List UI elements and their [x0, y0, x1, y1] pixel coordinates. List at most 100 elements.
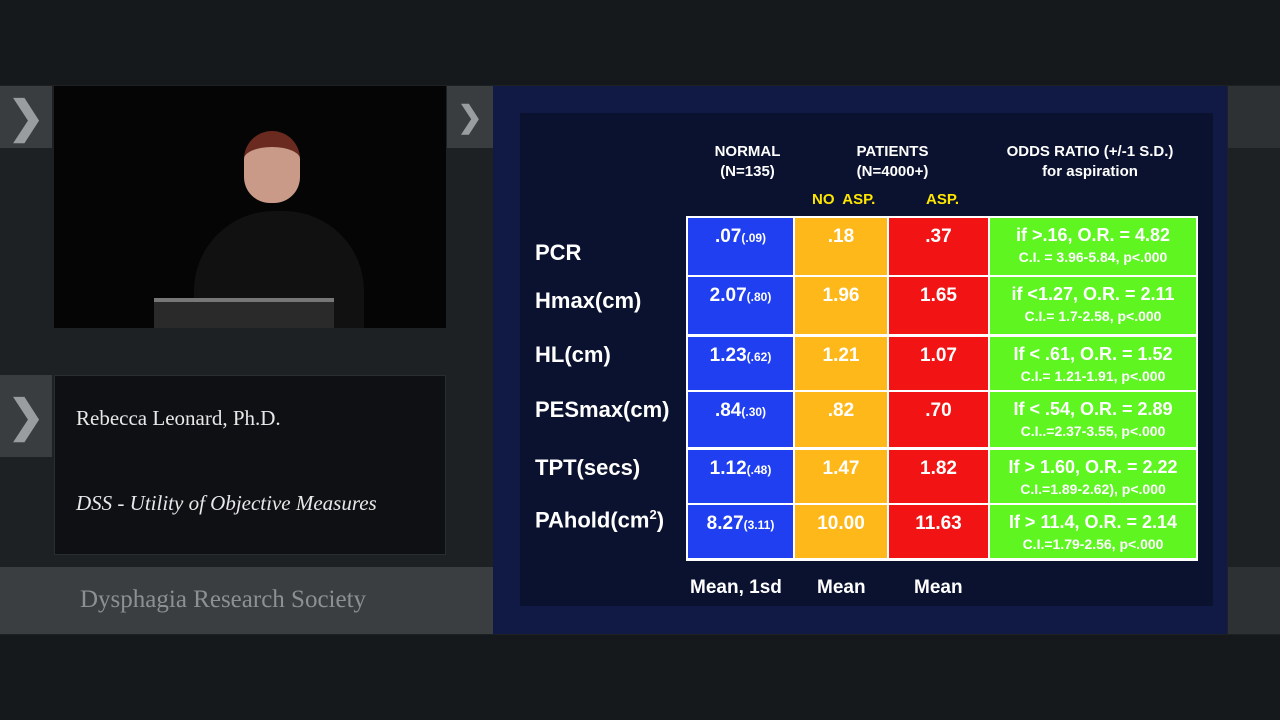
row-label-text: HL(cm): [535, 342, 611, 367]
mean-value: 1.82: [920, 458, 957, 479]
row-label-text: PCR: [535, 240, 582, 265]
table-cell-odds: If > 1.60, O.R. = 2.22 C.I.=1.89-2.62), p…: [990, 450, 1196, 503]
header-no-asp: NO ASP.: [812, 191, 876, 208]
mean-value: 1.21: [822, 345, 860, 366]
row-label: PESmax(cm): [535, 397, 670, 423]
table-cell-normal: .84(.30): [688, 392, 793, 447]
talk-title: DSS - Utility of Objective Measures: [76, 491, 377, 515]
table-cell-odds: If < .61, O.R. = 1.52 C.I.= 1.21-1.91, p<…: [990, 337, 1196, 390]
row-label-text: PESmax(cm): [535, 397, 670, 422]
mean-value: .70: [925, 400, 952, 421]
odds-ratio-text: If < .54, O.R. = 2.89: [1013, 399, 1173, 419]
confidence-interval-text: C.I.=1.79-2.56, p<.000: [1022, 536, 1164, 552]
row-label-text: Hmax(cm): [535, 288, 642, 313]
confidence-interval-text: C.I.= 1.7-2.58, p<.000: [1024, 308, 1162, 324]
chevron-right-icon: ❯: [0, 86, 52, 148]
mean-value: .07: [714, 226, 742, 247]
header-text: (N=135): [720, 163, 775, 180]
mean-value: 8.27: [706, 513, 744, 534]
row-label-paren: ): [656, 507, 665, 533]
mean-value: 1.47: [822, 458, 860, 479]
organization-bar: Dysphagia Research Society: [0, 567, 493, 634]
confidence-interval-text: C.I..=2.37-3.55, p<.000: [1020, 423, 1166, 439]
table-cell-asp: 11.63: [889, 505, 988, 558]
odds-ratio-text: if <1.27, O.R. = 2.11: [1011, 284, 1175, 304]
table-cell-odds: If > 11.4, O.R. = 2.14 C.I.=1.79-2.56, p<…: [990, 505, 1196, 558]
odds-ratio-text: If > 11.4, O.R. = 2.14: [1008, 512, 1178, 532]
row-label-text: TPT(secs): [535, 455, 641, 480]
side-decor: [1228, 86, 1280, 148]
mean-value: 1.12: [709, 458, 747, 479]
row-label: PAhold(cm2): [535, 507, 664, 533]
table-cell-asp: 1.82: [889, 450, 988, 503]
footer-normal: Mean, 1sd: [690, 577, 782, 598]
chevron-right-icon: ❯: [447, 86, 493, 148]
mean-value: .18: [827, 226, 855, 247]
mean-value: 1.65: [920, 285, 957, 306]
top-band: [0, 0, 1280, 85]
table-cell-normal: 1.12(.48): [688, 450, 793, 503]
speaker-name: Rebecca Leonard, Ph.D.: [76, 406, 281, 430]
header-normal: NORMAL (N=135): [690, 142, 805, 182]
sd-value: (.80): [746, 290, 772, 304]
side-decor: [1228, 567, 1280, 634]
organization-name: Dysphagia Research Society: [80, 586, 367, 613]
chevron-right-icon: ❯: [0, 375, 52, 457]
table-cell-normal: 8.27(3.11): [688, 505, 793, 558]
sd-value: (.30): [741, 405, 767, 419]
mean-value: .82: [827, 400, 855, 421]
header-text: NORMAL: [714, 143, 781, 160]
header-patients: PATIENTS (N=4000+): [830, 142, 955, 182]
mean-value: 2.07: [709, 285, 747, 306]
table-cell-no-asp: 10.00: [795, 505, 887, 558]
header-text: for aspiration: [1042, 163, 1138, 180]
sd-value: (3.11): [743, 518, 775, 532]
header-odds: ODDS RATIO (+/-1 S.D.) for aspiration: [985, 142, 1195, 182]
speaker-info-panel: Rebecca Leonard, Ph.D. DSS - Utility of …: [54, 375, 446, 555]
mean-value: 10.00: [817, 513, 865, 534]
table-cell-asp: 1.07: [889, 337, 988, 390]
table-cell-no-asp: 1.21: [795, 337, 887, 390]
mean-value: .37: [925, 226, 952, 247]
table-cell-odds: If < .54, O.R. = 2.89 C.I..=2.37-3.55, p<…: [990, 392, 1196, 447]
table-cell-asp: .70: [889, 392, 988, 447]
header-text: PATIENTS: [856, 143, 929, 160]
sd-value: (.09): [741, 231, 767, 245]
table-cell-no-asp: 1.47: [795, 450, 887, 503]
mean-value: 11.63: [915, 513, 962, 534]
footer-asp: Mean: [914, 577, 963, 598]
mean-value: 1.07: [920, 345, 957, 366]
row-label-text: PAhold(cm: [535, 507, 650, 533]
mean-value: 1.96: [822, 285, 860, 306]
mean-value: .84: [714, 400, 742, 421]
odds-ratio-text: If > 1.60, O.R. = 2.22: [1008, 457, 1178, 477]
table-cell-no-asp: .82: [795, 392, 887, 447]
speaker-video[interactable]: [54, 86, 446, 328]
odds-ratio-text: If < .61, O.R. = 1.52: [1013, 344, 1173, 364]
table-cell-no-asp: 1.96: [795, 277, 887, 334]
row-label-sup: 2: [649, 507, 657, 522]
footer-no-asp: Mean: [817, 577, 866, 598]
podium: [154, 298, 334, 328]
row-label: Hmax(cm): [535, 288, 641, 314]
table-cell-normal: 1.23(.62): [688, 337, 793, 390]
table-cell-normal: 2.07(.80): [688, 277, 793, 334]
table-cell-normal: .07(.09): [688, 218, 793, 275]
odds-ratio-text: if >.16, O.R. = 4.82: [1015, 225, 1171, 245]
table-cell-odds: if <1.27, O.R. = 2.11 C.I.= 1.7-2.58, p<.…: [990, 277, 1196, 334]
row-label: HL(cm): [535, 342, 611, 368]
header-text: (N=4000+): [856, 163, 929, 180]
confidence-interval-text: C.I. = 3.96-5.84, p<.000: [1018, 249, 1168, 265]
row-label: PCR: [535, 240, 581, 266]
header-text: ODDS RATIO (+/-1 S.D.): [1006, 143, 1174, 160]
sd-value: (.48): [746, 463, 772, 477]
speaker-head: [244, 131, 300, 203]
confidence-interval-text: C.I.=1.89-2.62), p<.000: [1020, 481, 1166, 497]
table-cell-asp: .37: [889, 218, 988, 275]
table-cell-odds: if >.16, O.R. = 4.82 C.I. = 3.96-5.84, p<…: [990, 218, 1196, 275]
mean-value: 1.23: [709, 345, 747, 366]
confidence-interval-text: C.I.= 1.21-1.91, p<.000: [1020, 368, 1166, 384]
table-cell-no-asp: .18: [795, 218, 887, 275]
sd-value: (.62): [746, 350, 772, 364]
table-cell-asp: 1.65: [889, 277, 988, 334]
